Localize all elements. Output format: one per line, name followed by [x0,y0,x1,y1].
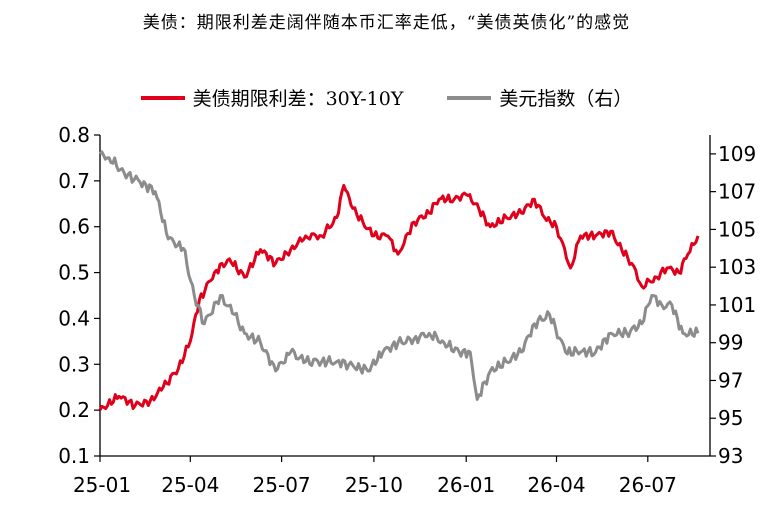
right-tick-label: 105 [718,217,756,241]
legend-label-dxy: 美元指数（右） [499,88,633,110]
chart-ticks: 0.1 0.2 0.3 0.4 0.5 0.6 0.7 0.8 93 95 97 99 101 103 10… [58,123,756,497]
legend-item-spread: 美债期限利差：30Y-10Y [140,84,404,111]
x-tick-label: 26-01 [437,473,495,497]
right-tick-label: 103 [718,255,756,279]
left-tick-label: 0.4 [58,306,90,330]
left-tick-label: 0.7 [58,169,90,193]
chart-axes [94,134,716,462]
left-tick-label: 0.1 [58,444,90,468]
x-tick-label: 25-01 [73,473,131,497]
series-line-spread [98,183,700,411]
x-tick-label: 25-07 [253,473,311,497]
x-tick-label: 25-04 [161,473,219,497]
chart-lines [98,150,700,411]
left-tick-label: 0.5 [58,261,90,285]
right-tick-label: 95 [718,406,743,430]
right-tick-label: 97 [718,368,743,392]
legend-swatch-spread [140,95,185,100]
x-tick-label: 26-04 [527,473,585,497]
legend-item-dxy: 美元指数（右） [447,84,632,111]
x-tick-label: 26-07 [619,473,677,497]
legend-swatch-dxy [447,95,492,100]
right-tick-label: 107 [718,180,756,204]
left-tick-label: 0.2 [58,398,90,422]
right-tick-label: 99 [718,331,743,355]
right-tick-label: 109 [718,142,756,166]
left-tick-label: 0.6 [58,215,90,239]
right-tick-label: 101 [718,293,756,317]
left-tick-label: 0.3 [58,352,90,376]
right-tick-label: 93 [718,444,743,468]
x-tick-label: 25-10 [345,473,403,497]
left-tick-label: 0.8 [58,123,90,147]
legend-label-spread: 美债期限利差：30Y-10Y [192,88,404,110]
chart-title: 美债：期限利差走阔伴随本币汇率走低，“美债英债化”的感觉 [142,13,631,33]
series-line-dxy [98,150,700,401]
chart-legend: 美债期限利差：30Y-10Y 美元指数（右） [0,84,773,111]
